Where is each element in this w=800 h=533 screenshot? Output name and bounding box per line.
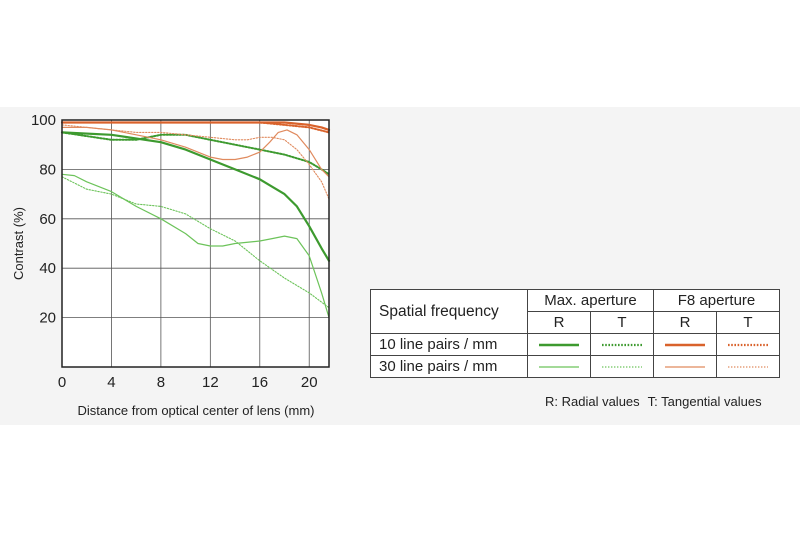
note-tangential: T: Tangential values <box>647 394 762 409</box>
series-line <box>61 173 330 319</box>
plot-frame <box>61 119 330 368</box>
legend-swatch <box>653 355 717 378</box>
tick-labels: 0 4 8 12 16 20 20 40 60 80 100 <box>31 112 318 391</box>
legend-sub-r: R <box>653 311 717 334</box>
y-tick-label: 60 <box>39 211 56 228</box>
plot-background <box>62 120 329 367</box>
legend-swatch <box>590 355 654 378</box>
y-tick-label: 20 <box>39 310 56 327</box>
legend-swatch <box>653 333 717 356</box>
legend-swatch <box>527 333 591 356</box>
legend-swatch <box>527 355 591 378</box>
x-tick-label: 20 <box>301 374 318 391</box>
legend-group-f8: F8 aperture <box>653 289 780 312</box>
legend-swatch <box>716 333 780 356</box>
legend-swatch <box>716 355 780 378</box>
y-tick-label: 100 <box>31 112 56 129</box>
legend-group-max: Max. aperture <box>527 289 654 312</box>
x-tick-label: 12 <box>202 374 219 391</box>
legend-row-30lp: 30 line pairs / mm <box>370 355 528 378</box>
y-axis-label: Contrast (%) <box>11 207 26 280</box>
x-tick-label: 0 <box>58 374 66 391</box>
y-tick-label: 80 <box>39 161 56 178</box>
x-tick-label: 16 <box>251 374 268 391</box>
series-line <box>61 131 330 176</box>
legend-sub-r: R <box>527 311 591 334</box>
x-tick-label: 8 <box>157 374 165 391</box>
grid <box>62 120 329 367</box>
legend-row-10lp: 10 line pairs / mm <box>370 333 528 356</box>
series-line <box>61 126 330 178</box>
y-tick-label: 40 <box>39 260 56 277</box>
legend-header: Spatial frequency <box>370 289 528 334</box>
legend-swatch <box>590 333 654 356</box>
legend-table: Spatial frequency Max. aperture F8 apert… <box>370 289 780 378</box>
series-lines <box>60 121 331 319</box>
legend-sub-t: T <box>590 311 654 334</box>
x-axis-label: Distance from optical center of lens (mm… <box>78 403 315 418</box>
series-line <box>61 121 330 134</box>
legend-sub-t: T <box>716 311 780 334</box>
note-radial: R: Radial values <box>545 394 640 409</box>
series-line <box>61 176 330 309</box>
legend-note: R: Radial values T: Tangential values <box>545 394 770 409</box>
x-tick-label: 4 <box>107 374 115 391</box>
series-line <box>60 131 331 262</box>
series-line <box>61 124 330 200</box>
